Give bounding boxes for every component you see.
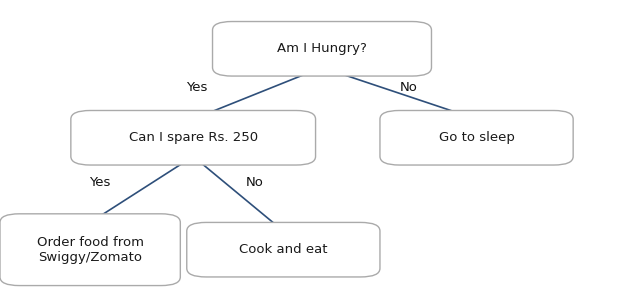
FancyBboxPatch shape	[0, 214, 180, 286]
Text: Cook and eat: Cook and eat	[239, 243, 328, 256]
FancyBboxPatch shape	[213, 22, 431, 76]
Text: No: No	[400, 81, 418, 94]
Text: Order food from
Swiggy/Zomato: Order food from Swiggy/Zomato	[37, 236, 144, 264]
FancyBboxPatch shape	[71, 110, 316, 165]
Text: Go to sleep: Go to sleep	[439, 131, 515, 144]
Text: No: No	[245, 176, 263, 189]
Text: Am I Hungry?: Am I Hungry?	[277, 42, 367, 55]
Text: Can I spare Rs. 250: Can I spare Rs. 250	[129, 131, 258, 144]
Text: Yes: Yes	[185, 81, 207, 94]
FancyBboxPatch shape	[187, 222, 380, 277]
Text: Yes: Yes	[89, 176, 111, 189]
FancyBboxPatch shape	[380, 110, 573, 165]
